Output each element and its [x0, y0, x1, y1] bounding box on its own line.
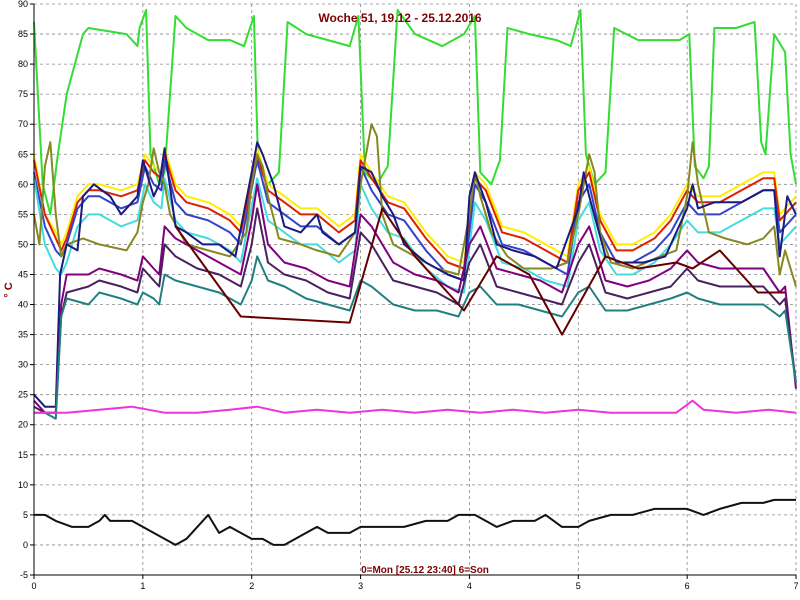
x-tick-label: 5	[576, 581, 581, 591]
series-line-7	[33, 141, 797, 408]
y-tick-label: 15	[18, 450, 28, 460]
y-tick-label: -5	[20, 570, 28, 580]
y-tick-label: 65	[18, 149, 28, 159]
y-tick-label: 75	[18, 89, 28, 99]
y-tick-label: 85	[18, 29, 28, 39]
y-tick-label: 90	[18, 0, 28, 9]
x-tick-label: 2	[249, 581, 254, 591]
x-tick-label: 1	[140, 581, 145, 591]
series-layer	[33, 9, 797, 546]
y-tick-label: 25	[18, 390, 28, 400]
chart-title: Woche 51, 19.12 - 25.12.2016	[318, 11, 482, 25]
y-tick-label: 60	[18, 179, 28, 189]
x-tick-label: 7	[793, 581, 798, 591]
y-tick-label: 55	[18, 209, 28, 219]
y-tick-label: 5	[23, 510, 28, 520]
x-tick-label: 3	[358, 581, 363, 591]
y-tick-label: 20	[18, 420, 28, 430]
series-line-10	[34, 255, 797, 420]
x-tick-label: 6	[685, 581, 690, 591]
chart-footer: 0=Mon [25.12 23:40] 6=Son	[361, 565, 489, 576]
series-line-8	[33, 183, 797, 414]
y-axis-label: ° C	[3, 282, 15, 297]
series-line-1	[33, 9, 797, 216]
y-tick-label: 30	[18, 360, 28, 370]
series-line-6	[33, 123, 797, 287]
y-tick-label: 80	[18, 59, 28, 69]
y-tick-label: 45	[18, 269, 28, 279]
y-tick-label: 40	[18, 300, 28, 310]
series-line-11	[34, 399, 797, 414]
y-tick-label: 0	[23, 540, 28, 550]
y-tick-label: 70	[18, 119, 28, 129]
series-line-9	[33, 207, 797, 414]
y-tick-label: 35	[18, 330, 28, 340]
series-line-13	[34, 498, 796, 546]
y-tick-label: 10	[18, 480, 28, 490]
x-tick-label: 0	[31, 581, 36, 591]
series-line-4	[33, 159, 797, 282]
x-tick-label: 4	[467, 581, 472, 591]
grid	[34, 3, 797, 575]
series-line-12	[174, 207, 786, 336]
y-tick-label: 50	[18, 239, 28, 249]
